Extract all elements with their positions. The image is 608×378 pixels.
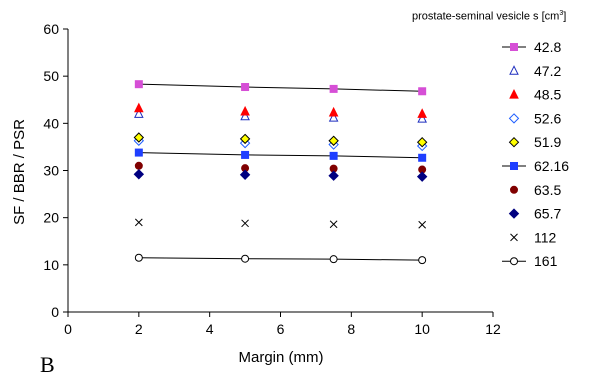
- data-point-42.8: [134, 80, 143, 89]
- y-tick-label: 40: [43, 115, 59, 131]
- x-tick-label: 12: [485, 321, 501, 337]
- legend-label-51.9: 51.9: [534, 134, 561, 150]
- data-point-62.16: [134, 148, 143, 157]
- legend-label-112: 112: [534, 229, 557, 245]
- data-point-47.2: [134, 108, 144, 118]
- x-mark-stroke: [241, 219, 249, 228]
- data-point-112: [134, 218, 143, 227]
- x-tick-label: 6: [277, 321, 285, 337]
- data-point-62.16: [329, 151, 338, 160]
- legend-label-63.5: 63.5: [534, 182, 561, 198]
- legend-label-42.8: 42.8: [534, 39, 561, 55]
- data-point-161: [329, 255, 338, 264]
- x-tick-label: 10: [414, 321, 430, 337]
- y-axis-label: SF / BBR / PSR: [11, 119, 28, 225]
- data-point-47.2: [417, 112, 427, 123]
- data-point-47.2: [328, 112, 339, 122]
- x-axis-label: Margin (mm): [239, 349, 324, 366]
- axes: 0 10 20 30 40 50 60 0 2 4 6 8 10 12: [43, 21, 501, 337]
- trend-lines: [138, 83, 423, 261]
- data-point-48.5: [328, 106, 339, 117]
- x-tick-label: 0: [64, 321, 72, 337]
- y-tick-label: 60: [43, 21, 59, 37]
- x-mark-stroke: [134, 218, 143, 227]
- data-point-161: [241, 254, 250, 263]
- data-point-161: [418, 256, 427, 265]
- legend-marker-63.5: [510, 185, 518, 194]
- x-tick-label: 2: [135, 321, 143, 337]
- data-point-112: [418, 220, 427, 229]
- legend-label-52.6: 52.6: [534, 110, 561, 126]
- y-tick-label: 50: [43, 68, 59, 84]
- x-tick-label: 8: [347, 321, 355, 337]
- data-point-42.8: [241, 83, 250, 92]
- y-tick-label: 0: [51, 304, 59, 320]
- legend-marker-112: [510, 233, 518, 242]
- data-point-112: [329, 220, 338, 229]
- data-point-48.5: [134, 102, 144, 113]
- y-tick-label: 10: [43, 257, 59, 273]
- data-point-42.8: [329, 84, 338, 93]
- legend-marker-42.8: [510, 43, 518, 51]
- y-tick-label: 30: [43, 163, 59, 179]
- series-line-161: [138, 257, 423, 261]
- legend-label-48.5: 48.5: [534, 87, 561, 103]
- x-mark-stroke: [510, 233, 518, 242]
- legend-label-161: 161: [534, 253, 558, 269]
- legend-marker-47.2: [509, 65, 519, 75]
- data-point-65.7: [416, 171, 428, 182]
- legend-label-65.7: 65.7: [534, 206, 561, 222]
- data-point-63.5: [134, 161, 143, 170]
- legend-marker-52.6: [508, 113, 520, 124]
- legend: 42.8 47.2 48.5 52.6 51.9 62.16 63.5 65.7 112 161: [502, 39, 569, 269]
- series-line-42.8: [138, 83, 423, 92]
- data-point-47.2: [240, 110, 250, 121]
- data-point-42.8: [418, 87, 427, 96]
- legend-label-47.2: 47.2: [534, 63, 561, 79]
- data-point-52.6: [328, 139, 339, 150]
- data-point-48.5: [417, 108, 427, 118]
- panel-label: B: [40, 352, 55, 377]
- legend-marker-62.16: [510, 162, 518, 170]
- x-mark-stroke: [329, 220, 338, 229]
- legend-marker-51.9: [508, 136, 520, 148]
- legend-title-close: ]: [563, 10, 567, 23]
- data-point-52.6: [239, 137, 251, 149]
- data-point-51.9: [416, 136, 428, 148]
- series-line-62.16: [138, 152, 423, 159]
- data-point-62.16: [418, 153, 427, 162]
- data-point-48.5: [240, 105, 250, 116]
- x-tick-label: 4: [206, 321, 214, 337]
- data-point-112: [241, 219, 249, 228]
- data-point-161: [134, 253, 143, 262]
- data-point-52.6: [416, 140, 428, 152]
- data-point-51.9: [133, 132, 145, 143]
- data-points: [133, 80, 428, 265]
- x-mark-stroke: [418, 220, 427, 229]
- data-point-62.16: [241, 150, 250, 159]
- data-point-65.7: [239, 169, 251, 180]
- data-point-51.9: [239, 133, 251, 145]
- data-point-51.9: [328, 135, 339, 146]
- legend-title-superscript: 3: [559, 10, 564, 17]
- legend-marker-48.5: [509, 88, 519, 99]
- legend-title-text: prostate-seminal vesicle s [cm: [412, 10, 560, 23]
- y-tick-label: 20: [43, 210, 59, 226]
- legend-title: prostate-seminal vesicle s [cm3]: [412, 10, 566, 23]
- data-point-65.7: [328, 170, 339, 181]
- legend-marker-161: [510, 257, 518, 266]
- legend-label-62.16: 62.16: [534, 158, 569, 174]
- data-point-65.7: [133, 169, 145, 180]
- legend-marker-65.7: [508, 208, 520, 219]
